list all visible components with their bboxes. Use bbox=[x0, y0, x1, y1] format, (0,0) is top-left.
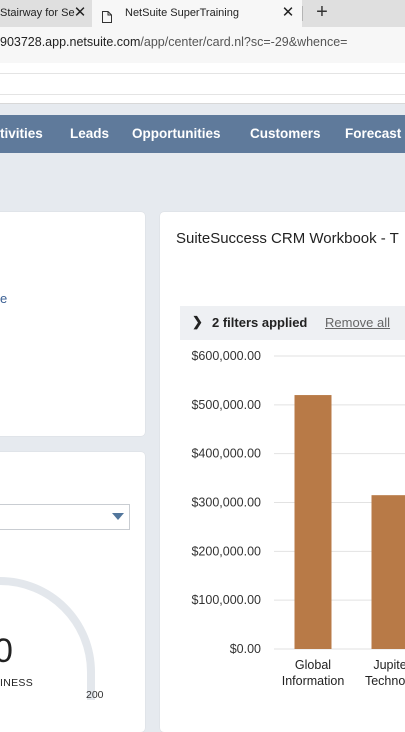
y-tick-label: $100,000.00 bbox=[191, 593, 261, 607]
gauge-caption: INESS bbox=[0, 677, 33, 689]
nav-item-activities[interactable]: tivities bbox=[0, 115, 43, 153]
y-tick-label: $400,000.00 bbox=[191, 447, 261, 461]
nav-item-forecast[interactable]: Forecast bbox=[345, 115, 401, 153]
global-search-field[interactable] bbox=[0, 73, 405, 95]
url-host: 903728.app.netsuite.com bbox=[0, 35, 140, 49]
y-tick-label: $0.00 bbox=[230, 642, 261, 656]
chevron-right-icon[interactable]: ❯ bbox=[192, 314, 203, 330]
filters-applied-toggle[interactable]: 2 filters applied bbox=[212, 315, 307, 330]
y-tick-label: $200,000.00 bbox=[191, 544, 261, 558]
y-tick-label: $300,000.00 bbox=[191, 496, 261, 510]
new-tab-icon[interactable]: + bbox=[311, 0, 333, 27]
x-tick-label: Global bbox=[295, 658, 331, 672]
y-tick-label: $600,000.00 bbox=[191, 349, 261, 363]
portlet-link[interactable]: e bbox=[0, 291, 7, 306]
gauge-value: 0 bbox=[0, 632, 13, 671]
filter-bar: ❯ 2 filters applied Remove all bbox=[180, 306, 405, 340]
bar[interactable] bbox=[372, 495, 405, 649]
browser-tab-strip: Stairway for Se ✕ NetSuite SuperTraining… bbox=[0, 0, 405, 27]
nav-item-customers[interactable]: Customers bbox=[250, 115, 321, 153]
bar[interactable] bbox=[295, 395, 332, 649]
address-bar[interactable]: 903728.app.netsuite.com/app/center/card.… bbox=[0, 27, 405, 63]
bar-chart: $600,000.00 $500,000.00 $400,000.00 $300,00… bbox=[160, 340, 405, 700]
nav-item-leads[interactable]: Leads bbox=[70, 115, 109, 153]
main-navigation: tivities Leads Opportunities Customers F… bbox=[0, 115, 405, 153]
close-icon[interactable]: ✕ bbox=[72, 0, 88, 27]
left-portlet-top bbox=[0, 212, 145, 436]
tab-separator bbox=[302, 6, 303, 21]
remove-all-link[interactable]: Remove all bbox=[325, 315, 390, 330]
period-select[interactable] bbox=[0, 504, 130, 530]
url-path: /app/center/card.nl?sc=-29&whence= bbox=[140, 35, 347, 49]
x-tick-label: Information bbox=[282, 674, 345, 688]
tab-title: NetSuite SuperTraining bbox=[125, 0, 239, 27]
y-tick-label: $500,000.00 bbox=[191, 398, 261, 412]
gauge-max-label: 200 bbox=[86, 689, 104, 701]
x-tick-label: Technolo bbox=[365, 674, 405, 688]
x-tick-label: Jupite bbox=[373, 658, 405, 672]
portlet-title: SuiteSuccess CRM Workbook - T bbox=[176, 230, 399, 247]
nav-item-opportunities[interactable]: Opportunities bbox=[132, 115, 221, 153]
browser-tab[interactable]: Stairway for Se ✕ bbox=[0, 0, 92, 27]
page-icon bbox=[102, 7, 112, 19]
tab-title: Stairway for Se bbox=[0, 0, 75, 27]
url-text[interactable]: 903728.app.netsuite.com/app/center/card.… bbox=[0, 35, 347, 49]
close-icon[interactable]: ✕ bbox=[280, 0, 296, 27]
netsuite-header bbox=[0, 63, 405, 104]
browser-tab-active[interactable]: NetSuite SuperTraining ✕ bbox=[92, 0, 302, 27]
chevron-down-icon[interactable] bbox=[112, 513, 124, 520]
